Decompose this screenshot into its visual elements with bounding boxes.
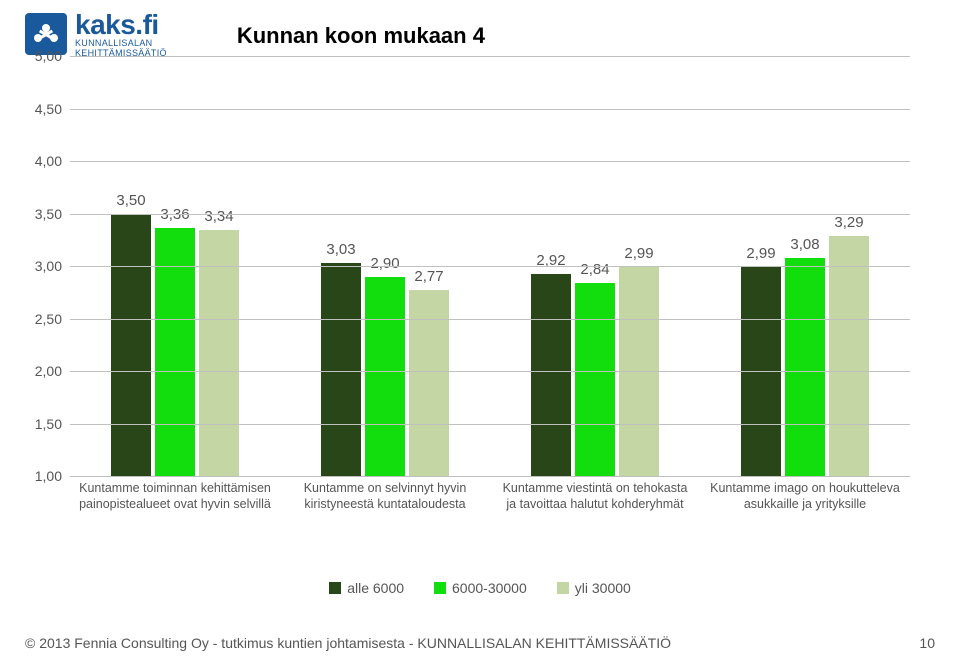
legend-swatch (329, 582, 341, 594)
bar: 3,29 (829, 236, 869, 476)
legend-swatch (434, 582, 446, 594)
y-tick-label: 1,50 (22, 416, 62, 432)
legend-label: yli 30000 (575, 580, 631, 596)
legend-item: 6000-30000 (434, 580, 527, 596)
legend-item: yli 30000 (557, 580, 631, 596)
bar: 3,34 (199, 230, 239, 476)
page-number: 10 (919, 635, 935, 651)
logo-text: kaks.fi KUNNALLISALAN KEHITTÄMISSÄÄTIÖ (75, 10, 167, 58)
bar-value-label: 2,99 (624, 245, 653, 262)
legend-swatch (557, 582, 569, 594)
gridline (70, 476, 910, 477)
legend-label: 6000-30000 (452, 580, 527, 596)
gridline (70, 161, 910, 162)
legend-label: alle 6000 (347, 580, 404, 596)
gridline (70, 266, 910, 267)
bar: 2,84 (575, 283, 615, 476)
legend: alle 6000 6000-30000 yli 30000 (0, 580, 960, 596)
x-axis-label: Kuntamme on selvinnyt hyvin kiristyneest… (280, 480, 490, 513)
bar-value-label: 3,03 (326, 241, 355, 258)
x-axis-label: Kuntamme toiminnan kehittämisen painopis… (70, 480, 280, 513)
gridline (70, 109, 910, 110)
y-tick-label: 2,00 (22, 363, 62, 379)
gridline (70, 214, 910, 215)
legend-item: alle 6000 (329, 580, 404, 596)
chart-plot: 3,503,363,343,032,902,772,922,842,992,99… (70, 56, 910, 476)
gridline (70, 56, 910, 57)
bar-value-label: 3,29 (834, 214, 863, 231)
page-title: Kunnan koon mukaan 4 (237, 23, 485, 49)
y-tick-label: 2,50 (22, 311, 62, 327)
x-axis-labels: Kuntamme toiminnan kehittämisen painopis… (70, 480, 910, 513)
footer: © 2013 Fennia Consulting Oy - tutkimus k… (25, 635, 935, 651)
bar-value-label: 2,77 (414, 268, 443, 285)
bar: 2,92 (531, 274, 571, 476)
bar-value-label: 2,90 (370, 255, 399, 272)
y-tick-label: 1,00 (22, 468, 62, 484)
bar-value-label: 3,50 (116, 192, 145, 209)
bar-value-label: 2,99 (746, 245, 775, 262)
bar-value-label: 3,36 (160, 206, 189, 223)
y-tick-label: 4,50 (22, 101, 62, 117)
bar: 3,08 (785, 258, 825, 476)
gridline (70, 319, 910, 320)
page: kaks.fi KUNNALLISALAN KEHITTÄMISSÄÄTIÖ K… (0, 0, 960, 665)
y-tick-label: 3,00 (22, 258, 62, 274)
bar-value-label: 3,34 (204, 208, 233, 225)
gridline (70, 371, 910, 372)
bar-value-label: 3,08 (790, 236, 819, 253)
bar-value-label: 2,84 (580, 261, 609, 278)
x-axis-label: Kuntamme viestintä on tehokasta ja tavoi… (490, 480, 700, 513)
gridline (70, 424, 910, 425)
logo-brand: kaks.fi (75, 10, 167, 39)
y-tick-label: 4,00 (22, 153, 62, 169)
chart-area: 3,503,363,343,032,902,772,922,842,992,99… (70, 56, 910, 536)
bar: 3,50 (111, 214, 151, 477)
bar: 3,03 (321, 263, 361, 476)
footer-text: © 2013 Fennia Consulting Oy - tutkimus k… (25, 635, 671, 651)
y-tick-label: 3,50 (22, 206, 62, 222)
header: kaks.fi KUNNALLISALAN KEHITTÄMISSÄÄTIÖ K… (25, 10, 935, 58)
y-tick-label: 5,00 (22, 48, 62, 64)
x-axis-label: Kuntamme imago on houkutteleva asukkaill… (700, 480, 910, 513)
bar: 2,90 (365, 277, 405, 477)
